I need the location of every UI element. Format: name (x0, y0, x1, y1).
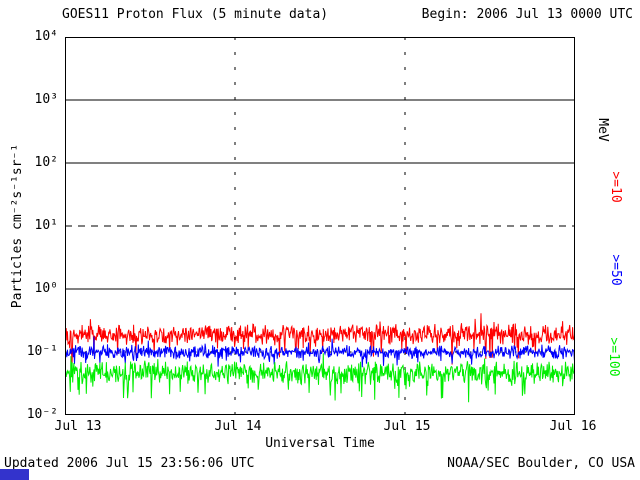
plot-area (65, 37, 575, 415)
y-tick-label: 10⁰ (34, 281, 58, 296)
x-axis-label: Universal Time (265, 436, 375, 451)
y-tick-label: 10⁴ (34, 29, 58, 44)
corner-artifact-box (0, 469, 29, 480)
series-label-ge50: >=50 (608, 254, 623, 286)
begin-timestamp: Begin: 2006 Jul 13 0000 UTC (421, 7, 633, 22)
y-tick-label: 10¹ (34, 218, 58, 233)
y-tick-label: 10⁻² (26, 407, 58, 422)
y-axis-label: Particles cm⁻²s⁻¹sr⁻¹ (10, 143, 25, 309)
updated-timestamp: Updated 2006 Jul 15 23:56:06 UTC (4, 456, 255, 471)
x-tick-label: Jul 15 (383, 419, 431, 434)
x-tick-label: Jul 14 (214, 419, 262, 434)
series-label-ge10: >=10 (608, 171, 623, 203)
x-tick-label: Jul 13 (54, 419, 102, 434)
series-label-ge100: >=100 (606, 337, 621, 377)
y-tick-label: 10² (34, 155, 58, 170)
source-credit: NOAA/SEC Boulder, CO USA (447, 456, 635, 471)
x-tick-label: Jul 16 (549, 419, 597, 434)
plot-svg (65, 37, 575, 415)
chart-title: GOES11 Proton Flux (5 minute data) (62, 7, 329, 22)
y-tick-label: 10⁻¹ (26, 344, 58, 359)
y-tick-label: 10³ (34, 92, 58, 107)
right-axis-unit-label: MeV (595, 118, 610, 142)
